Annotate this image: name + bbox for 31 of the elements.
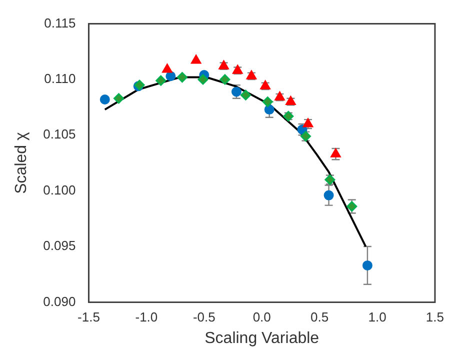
point bbox=[231, 86, 242, 97]
point bbox=[113, 93, 124, 104]
point bbox=[262, 96, 273, 107]
point bbox=[264, 104, 274, 115]
x-tick-label: 0.5 bbox=[310, 310, 329, 325]
x-tick-label: 0.0 bbox=[252, 310, 271, 325]
y-tick-label: 0.095 bbox=[43, 238, 76, 254]
y-tick-label: 0.105 bbox=[43, 126, 76, 142]
point bbox=[362, 260, 372, 270]
x-tick-label: 1.5 bbox=[426, 310, 444, 325]
y-tick-label: 0.100 bbox=[43, 182, 76, 198]
y-axis-title: Scaled χ bbox=[13, 132, 30, 194]
point bbox=[166, 71, 176, 82]
point bbox=[156, 75, 166, 86]
point bbox=[220, 74, 230, 85]
y-tick-label: 0.090 bbox=[43, 294, 76, 309]
point bbox=[324, 190, 334, 200]
point bbox=[190, 54, 202, 64]
point bbox=[176, 72, 188, 83]
x-tick-label: -1.5 bbox=[78, 310, 100, 325]
point bbox=[162, 63, 172, 73]
y-tick-label: 0.115 bbox=[44, 15, 76, 30]
y-tick-label: 0.110 bbox=[44, 71, 76, 86]
point bbox=[100, 94, 110, 105]
point bbox=[240, 90, 251, 100]
point bbox=[198, 74, 208, 85]
x-tick-label: -0.5 bbox=[192, 310, 216, 325]
x-tick-label: -1.0 bbox=[135, 310, 158, 325]
point bbox=[330, 148, 341, 158]
x-axis-title: Scaling Variable bbox=[204, 330, 320, 347]
x-tick-label: 1.0 bbox=[368, 310, 386, 325]
